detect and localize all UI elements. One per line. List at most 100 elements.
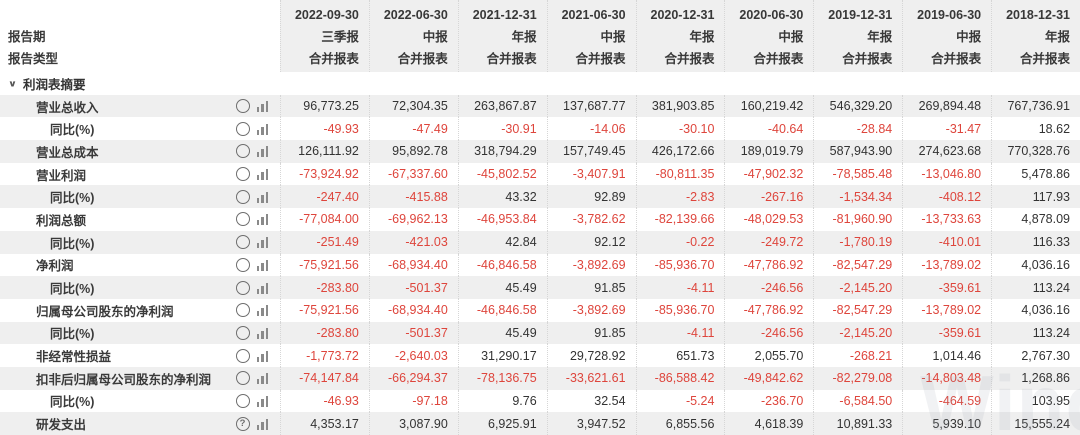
bar-chart-icon[interactable]: [256, 123, 268, 135]
value-cell: 6,925.91: [457, 412, 547, 435]
value-cell: -13,046.80: [902, 162, 991, 186]
help-icon[interactable]: [235, 121, 250, 136]
value-cell: -0.22: [635, 230, 725, 254]
value-cell: 4,618.39: [724, 412, 813, 435]
value-cell: 189,019.79: [724, 140, 813, 163]
column-header-report-type: 合并报表: [753, 52, 804, 66]
value-cell: -2,640.03: [368, 344, 458, 367]
value-cell: 103.95: [991, 389, 1080, 413]
bar-chart-icon[interactable]: [256, 191, 268, 203]
value-cell: -3,892.69: [546, 253, 636, 277]
value-cell: -40.64: [724, 117, 813, 141]
table-body: 营业总收入 96,773.25 72,304.35 263,867.87 137,68…: [0, 94, 1080, 435]
bar-chart-icon[interactable]: [256, 350, 268, 362]
value-cell: 91.85: [546, 276, 636, 299]
value-cell: -410.01: [902, 230, 991, 254]
help-icon[interactable]: [235, 280, 250, 295]
bar-chart-icon[interactable]: [256, 168, 268, 181]
help-icon[interactable]: [235, 393, 250, 408]
row-icons: [235, 99, 281, 114]
value-cell: 160,219.42: [724, 94, 813, 118]
bar-chart-icon[interactable]: [256, 145, 268, 158]
bar-chart-icon[interactable]: [256, 236, 268, 249]
help-icon[interactable]: [235, 325, 250, 340]
table-row: 营业总成本 126,111.92 95,892.78 318,794.29 157,7…: [0, 140, 1080, 163]
value-cell: -501.37: [368, 276, 458, 299]
bar-chart-icon[interactable]: [256, 213, 268, 226]
value-cell: -78,136.75: [457, 366, 547, 390]
help-icon[interactable]: [235, 189, 250, 204]
help-icon[interactable]: [235, 212, 250, 227]
value-cell: 3,087.90: [368, 412, 458, 435]
row-label: 非经常性损益: [36, 350, 112, 365]
value-cell: -1,780.19: [813, 230, 902, 254]
value-cell: -86,588.42: [635, 366, 725, 390]
value-cell: -283.80: [280, 276, 369, 299]
help-icon[interactable]: [235, 348, 250, 363]
bar-chart-icon[interactable]: [256, 259, 268, 271]
value-cell: -31.47: [902, 117, 991, 141]
value-cell: -3,892.69: [546, 298, 636, 322]
value-cell: -68,934.40: [368, 298, 458, 322]
row-label: 营业利润: [36, 168, 87, 183]
help-icon[interactable]: [235, 167, 250, 182]
value-cell: -49,842.62: [724, 366, 813, 390]
column-header-date: 2018-12-31: [1006, 8, 1071, 22]
section-title: 利润表摘要: [22, 77, 86, 92]
value-cell: -47,902.32: [724, 162, 813, 186]
value-cell: -75,921.56: [280, 298, 369, 322]
help-icon[interactable]: [235, 257, 250, 272]
column-header-report-type: 合并报表: [486, 52, 537, 66]
row-icons: [235, 325, 281, 340]
table-row: 同比(%) -247.40 -415.88 43.32 92.89 -2.83 -267.…: [0, 185, 1080, 209]
column-header-date: 2020-12-31: [650, 8, 715, 22]
column-header-period: 中报: [422, 30, 448, 44]
row-label-cell: 利润总额: [0, 208, 280, 231]
bar-chart-icon[interactable]: [256, 327, 268, 339]
value-cell: 3,947.52: [546, 412, 636, 435]
table-header: 报告期 报告类型 2022-09-30 三季报 合并报表 2022-06-30 …: [0, 0, 1080, 72]
help-icon[interactable]: [235, 303, 250, 318]
chevron-down-icon[interactable]: ∨: [8, 78, 17, 89]
column-header-period: 中报: [778, 30, 804, 44]
value-cell: -68,934.40: [368, 253, 458, 277]
value-cell: 1,014.46: [902, 344, 991, 367]
value-cell: 92.89: [546, 185, 636, 209]
bar-chart-icon[interactable]: [256, 418, 268, 430]
bar-chart-icon[interactable]: [256, 304, 268, 317]
help-icon[interactable]: [235, 235, 250, 250]
value-cell: -73,924.92: [280, 162, 369, 186]
row-label-cell: 研发支出 ?: [0, 412, 280, 435]
value-cell: 426,172.66: [635, 140, 725, 163]
value-cell: 263,867.87: [457, 94, 547, 118]
value-cell: -251.49: [280, 230, 369, 254]
row-label-cell: 归属母公司股东的净利润: [0, 299, 280, 322]
value-cell: -3,782.62: [546, 208, 636, 231]
help-icon[interactable]: [235, 144, 250, 159]
row-label: 营业总成本: [36, 145, 99, 160]
value-cell: -67,337.60: [368, 162, 458, 186]
bar-chart-icon[interactable]: [256, 395, 268, 407]
report-period-label: 报告期: [8, 30, 46, 44]
help-icon[interactable]: ?: [235, 416, 250, 431]
value-cell: -28.84: [813, 117, 902, 141]
bar-chart-icon[interactable]: [256, 372, 268, 385]
bar-chart-icon[interactable]: [256, 282, 268, 294]
help-icon[interactable]: [235, 99, 250, 114]
help-icon[interactable]: [235, 371, 250, 386]
value-cell: -46,953.84: [457, 208, 547, 231]
value-cell: -421.03: [368, 230, 458, 254]
bar-chart-icon[interactable]: [256, 100, 268, 113]
value-cell: -14.06: [546, 117, 636, 141]
column-header-report-type: 合并报表: [842, 52, 893, 66]
row-label-cell: 营业利润: [0, 163, 280, 186]
section-income-statement-summary[interactable]: ∨ 利润表摘要: [0, 72, 1080, 95]
value-cell: 546,329.20: [813, 94, 902, 118]
value-cell: 269,894.48: [902, 94, 991, 118]
value-cell: -2,145.20: [813, 321, 902, 345]
table-row: 研发支出 ? 4,353.17 3,087.90 6,925.91 3,947.52 6…: [0, 412, 1080, 435]
value-cell: 31,290.17: [457, 344, 547, 367]
value-cell: -13,789.02: [902, 253, 991, 277]
value-cell: 113.24: [991, 321, 1080, 345]
column-header-date: 2019-12-31: [828, 8, 893, 22]
